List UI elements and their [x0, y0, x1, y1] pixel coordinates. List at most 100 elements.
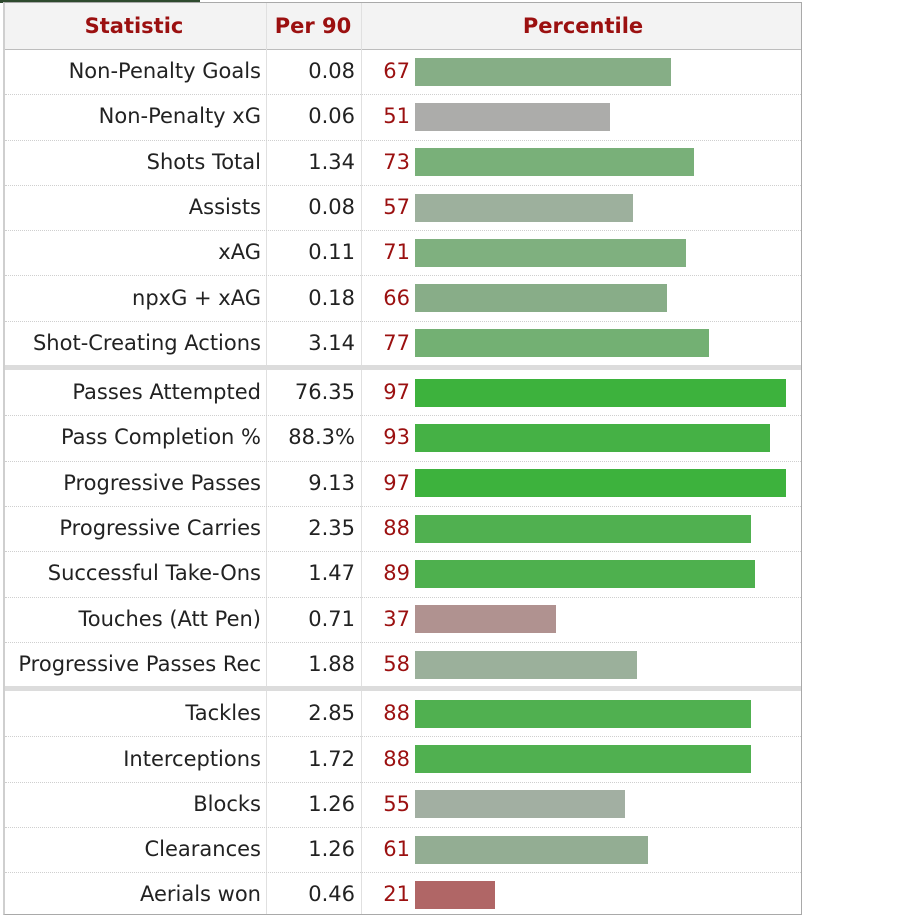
- column-divider: [266, 3, 267, 914]
- percentile-bar: [415, 424, 770, 453]
- per90-value: 0.06: [308, 104, 355, 129]
- percentile-bar: [415, 835, 648, 864]
- group-separator: [5, 686, 801, 692]
- percentile-value: 77: [383, 330, 410, 355]
- stat-label: npxG + xAG: [132, 285, 261, 310]
- stat-label: Successful Take-Ons: [47, 561, 261, 586]
- table-row: Progressive Carries 2.35 88: [5, 506, 801, 553]
- percentile-bar: [415, 193, 633, 222]
- table-row: Non-Penalty Goals 0.08 67: [5, 49, 801, 96]
- stat-label: Passes Attempted: [72, 380, 261, 405]
- table-row: npxG + xAG 0.18 66: [5, 276, 801, 322]
- table-row: Shots Total 1.34 73: [5, 140, 801, 186]
- percentile-value: 55: [383, 791, 410, 816]
- percentile-value: 97: [383, 380, 410, 405]
- per90-value: 2.85: [308, 701, 355, 726]
- percentile-bar: [415, 57, 671, 86]
- stat-label: Non-Penalty xG: [98, 104, 261, 129]
- table-row: Aerials won 0.46 21: [5, 872, 801, 914]
- percentile-value: 97: [383, 470, 410, 495]
- table-row: xAG 0.11 71: [5, 230, 801, 277]
- per90-value: 2.35: [308, 516, 355, 540]
- header-per90: Per 90: [274, 14, 352, 38]
- table-row: Touches (Att Pen) 0.71 37: [5, 597, 801, 643]
- percentile-bar: [415, 745, 751, 774]
- table-row: Progressive Passes Rec 1.88 58: [5, 642, 801, 689]
- per90-value: 1.72: [308, 746, 355, 771]
- per90-value: 3.14: [308, 330, 355, 355]
- per90-value: 9.13: [308, 470, 355, 495]
- stat-label: Non-Penalty Goals: [68, 59, 261, 83]
- percentile-value: 51: [383, 104, 410, 129]
- column-divider: [361, 3, 362, 914]
- stat-label: Progressive Passes Rec: [18, 651, 261, 676]
- stat-label: Assists: [188, 194, 261, 219]
- table-row: Non-Penalty xG 0.06 51: [5, 94, 801, 141]
- stat-label: Tackles: [185, 701, 261, 726]
- percentile-bar: [415, 102, 610, 131]
- table-row: Blocks 1.26 55: [5, 782, 801, 829]
- percentile-bar: [415, 559, 755, 588]
- per90-value: 1.26: [308, 791, 355, 816]
- percentile-value: 88: [383, 746, 410, 771]
- table-row: Tackles 2.85 88: [5, 691, 801, 738]
- header-statistic: Statistic: [84, 14, 184, 38]
- percentile-bar: [415, 881, 495, 910]
- stat-label: Progressive Carries: [59, 516, 261, 540]
- stat-label: xAG: [218, 240, 261, 265]
- percentile-bar: [415, 238, 686, 267]
- percentile-value: 58: [383, 651, 410, 676]
- stat-label: Progressive Passes: [63, 470, 261, 495]
- per90-value: 1.47: [308, 561, 355, 586]
- per90-value: 0.08: [308, 59, 355, 83]
- percentile-value: 73: [383, 149, 410, 174]
- stat-label: Blocks: [193, 791, 261, 816]
- stat-label: Pass Completion %: [60, 425, 261, 450]
- percentile-bar: [415, 378, 786, 407]
- per90-value: 0.71: [308, 606, 355, 631]
- percentile-bar: [415, 514, 751, 543]
- percentile-value: 61: [383, 837, 410, 862]
- percentile-bar: [415, 148, 694, 177]
- percentile-value: 37: [383, 606, 410, 631]
- stat-label: Clearances: [144, 837, 261, 862]
- percentile-value: 66: [383, 285, 410, 310]
- percentile-value: 67: [383, 59, 410, 83]
- stat-label: Interceptions: [123, 746, 261, 771]
- group-separator: [5, 365, 801, 371]
- per90-value: 1.34: [308, 149, 355, 174]
- stat-label: Shots Total: [146, 149, 261, 174]
- percentile-bar: [415, 650, 637, 679]
- percentile-bar: [415, 699, 751, 728]
- table-row: Pass Completion % 88.3% 93: [5, 415, 801, 462]
- percentile-value: 93: [383, 425, 410, 450]
- percentile-value: 89: [383, 561, 410, 586]
- stats-table: Statistic Per 90 Percentile Non-Penalty …: [3, 2, 802, 915]
- per90-value: 88.3%: [288, 425, 355, 450]
- percentile-bar: [415, 329, 709, 358]
- table-row: Clearances 1.26 61: [5, 827, 801, 874]
- stat-label: Touches (Att Pen): [78, 606, 261, 631]
- percentile-bar: [415, 790, 625, 819]
- header-percentile: Percentile: [522, 14, 644, 38]
- percentile-bar: [415, 284, 667, 313]
- percentile-value: 57: [383, 194, 410, 219]
- table-row: Passes Attempted 76.35 97: [5, 370, 801, 417]
- per90-value: 76.35: [294, 380, 355, 405]
- table-row: Assists 0.08 57: [5, 185, 801, 232]
- per90-value: 1.88: [308, 651, 355, 676]
- stat-label: Shot-Creating Actions: [32, 330, 261, 355]
- per90-value: 0.08: [308, 194, 355, 219]
- percentile-value: 71: [383, 240, 410, 265]
- percentile-bar: [415, 469, 786, 498]
- per90-value: 1.26: [308, 837, 355, 862]
- percentile-value: 88: [383, 516, 410, 540]
- percentile-bar: [415, 605, 556, 634]
- top-accent-bar: [0, 0, 200, 3]
- per90-value: 0.18: [308, 285, 355, 310]
- table-header: Statistic Per 90 Percentile: [5, 3, 801, 50]
- per90-value: 0.46: [308, 882, 355, 907]
- table-row: Progressive Passes 9.13 97: [5, 461, 801, 507]
- table-row: Interceptions 1.72 88: [5, 737, 801, 783]
- percentile-value: 21: [383, 882, 410, 907]
